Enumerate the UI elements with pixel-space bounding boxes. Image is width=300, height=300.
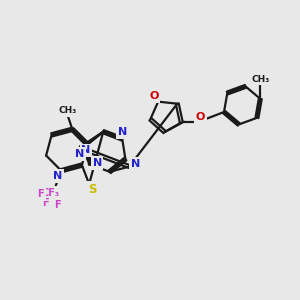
Text: O: O xyxy=(196,112,205,122)
Text: F: F xyxy=(42,198,49,208)
Text: N: N xyxy=(53,171,62,181)
Text: N: N xyxy=(92,158,102,168)
Text: CH₃: CH₃ xyxy=(59,106,77,115)
Text: S: S xyxy=(88,183,97,196)
Text: N: N xyxy=(118,128,127,137)
Text: F: F xyxy=(54,200,61,210)
Text: CF₃: CF₃ xyxy=(41,188,59,198)
Text: N: N xyxy=(130,159,140,169)
Text: CH₃: CH₃ xyxy=(251,75,269,84)
Text: F: F xyxy=(38,189,44,199)
Text: N: N xyxy=(75,149,84,159)
Text: O: O xyxy=(149,91,158,101)
Text: N: N xyxy=(82,146,91,155)
